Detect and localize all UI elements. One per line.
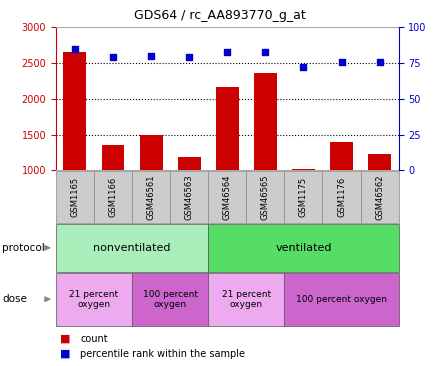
Text: GSM46563: GSM46563 — [185, 175, 194, 220]
Bar — [292, 169, 315, 242]
Bar — [330, 142, 353, 242]
Bar — [254, 73, 277, 242]
Text: GSM46562: GSM46562 — [375, 175, 384, 220]
Bar — [368, 154, 391, 242]
Point — [110, 55, 117, 60]
Text: GSM1175: GSM1175 — [299, 177, 308, 217]
Bar — [102, 145, 125, 242]
Text: ■: ■ — [60, 349, 71, 359]
Text: 100 percent oxygen: 100 percent oxygen — [296, 295, 387, 304]
Text: GSM1166: GSM1166 — [109, 177, 117, 217]
Text: ■: ■ — [60, 333, 71, 344]
Text: 21 percent
oxygen: 21 percent oxygen — [70, 290, 118, 309]
Point — [186, 55, 193, 60]
Point — [338, 59, 345, 65]
Text: count: count — [80, 333, 108, 344]
Point — [147, 53, 154, 59]
Text: GSM1176: GSM1176 — [337, 177, 346, 217]
Text: protocol: protocol — [2, 243, 45, 253]
Point — [376, 59, 383, 65]
Text: GDS64 / rc_AA893770_g_at: GDS64 / rc_AA893770_g_at — [134, 9, 306, 22]
Point — [71, 46, 78, 52]
Bar — [216, 87, 238, 242]
Text: GSM1165: GSM1165 — [70, 177, 80, 217]
Text: GSM46565: GSM46565 — [261, 175, 270, 220]
Text: 100 percent
oxygen: 100 percent oxygen — [143, 290, 198, 309]
Bar — [63, 52, 86, 242]
Point — [224, 49, 231, 55]
Bar — [139, 135, 162, 242]
Text: GSM46564: GSM46564 — [223, 175, 232, 220]
Text: 21 percent
oxygen: 21 percent oxygen — [222, 290, 271, 309]
Point — [262, 49, 269, 55]
Point — [300, 64, 307, 70]
Text: percentile rank within the sample: percentile rank within the sample — [80, 349, 245, 359]
Text: ventilated: ventilated — [275, 243, 332, 253]
Text: dose: dose — [2, 294, 27, 304]
Text: nonventilated: nonventilated — [93, 243, 171, 253]
Bar — [178, 157, 201, 242]
Text: GSM46561: GSM46561 — [147, 175, 156, 220]
